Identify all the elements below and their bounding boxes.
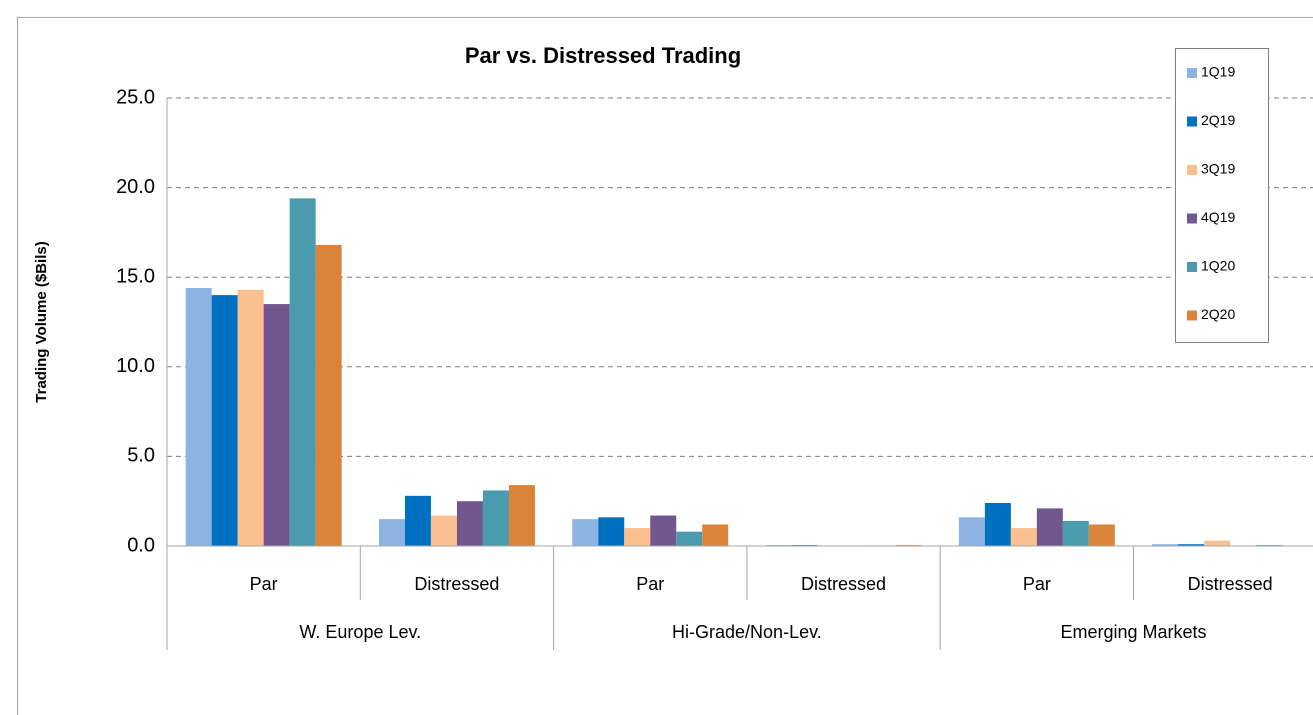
legend-swatch [1187, 68, 1197, 78]
x-tick-label: Distressed [801, 574, 886, 594]
legend-label: 4Q19 [1201, 209, 1235, 225]
bar [702, 524, 729, 546]
bar [289, 198, 316, 547]
legend-swatch [1187, 116, 1197, 127]
bar [456, 501, 483, 546]
bar [958, 517, 985, 546]
y-tick-label: 15.0 [116, 265, 155, 287]
bar [598, 517, 625, 546]
bar [263, 304, 290, 546]
bar [211, 295, 238, 546]
bar [1204, 540, 1231, 546]
chart-frame [17, 17, 1313, 715]
y-tick-label: 0.0 [127, 534, 155, 556]
x-tick-label: Distressed [414, 574, 499, 594]
group-label: Hi-Grade/Non-Lev. [672, 622, 822, 642]
group-label: W. Europe Lev. [299, 622, 421, 642]
bar [1062, 520, 1089, 546]
legend-swatch [1187, 310, 1197, 321]
bar [508, 485, 535, 546]
bar [650, 515, 677, 546]
bar [984, 502, 1011, 546]
bar [1010, 528, 1037, 546]
bar [676, 531, 703, 546]
x-tick-label: Par [1023, 574, 1051, 594]
bar [572, 519, 599, 546]
bar [315, 244, 342, 546]
x-tick-label: Par [636, 574, 664, 594]
bar [624, 528, 651, 546]
legend-swatch [1187, 165, 1197, 175]
x-tick-label: Distressed [1188, 574, 1273, 594]
bar [404, 495, 431, 546]
legend-label: 1Q20 [1201, 258, 1235, 274]
legend-label: 2Q20 [1201, 306, 1235, 322]
legend-swatch [1187, 262, 1197, 272]
y-tick-label: 25.0 [116, 86, 155, 108]
legend-label: 2Q19 [1201, 112, 1235, 128]
bar [1088, 524, 1115, 546]
legend-box [1175, 48, 1269, 343]
legend-swatch [1187, 213, 1197, 224]
chart-title: Par vs. Distressed Trading [465, 43, 741, 68]
bar [430, 515, 457, 546]
y-tick-label: 10.0 [116, 355, 155, 377]
bar [237, 289, 264, 546]
y-axis-label: Trading Volume ($Bils) [33, 241, 50, 402]
bar [1178, 544, 1205, 546]
bar [482, 490, 509, 546]
group-label: Emerging Markets [1060, 622, 1206, 642]
x-tick-label: Par [250, 574, 278, 594]
legend-label: 3Q19 [1201, 161, 1235, 177]
bar [378, 519, 405, 546]
bar [1152, 544, 1179, 546]
bar [185, 287, 212, 546]
y-tick-label: 20.0 [116, 176, 155, 198]
y-tick-label: 5.0 [127, 445, 155, 467]
legend-label: 1Q19 [1201, 64, 1235, 80]
bar [1036, 508, 1063, 546]
